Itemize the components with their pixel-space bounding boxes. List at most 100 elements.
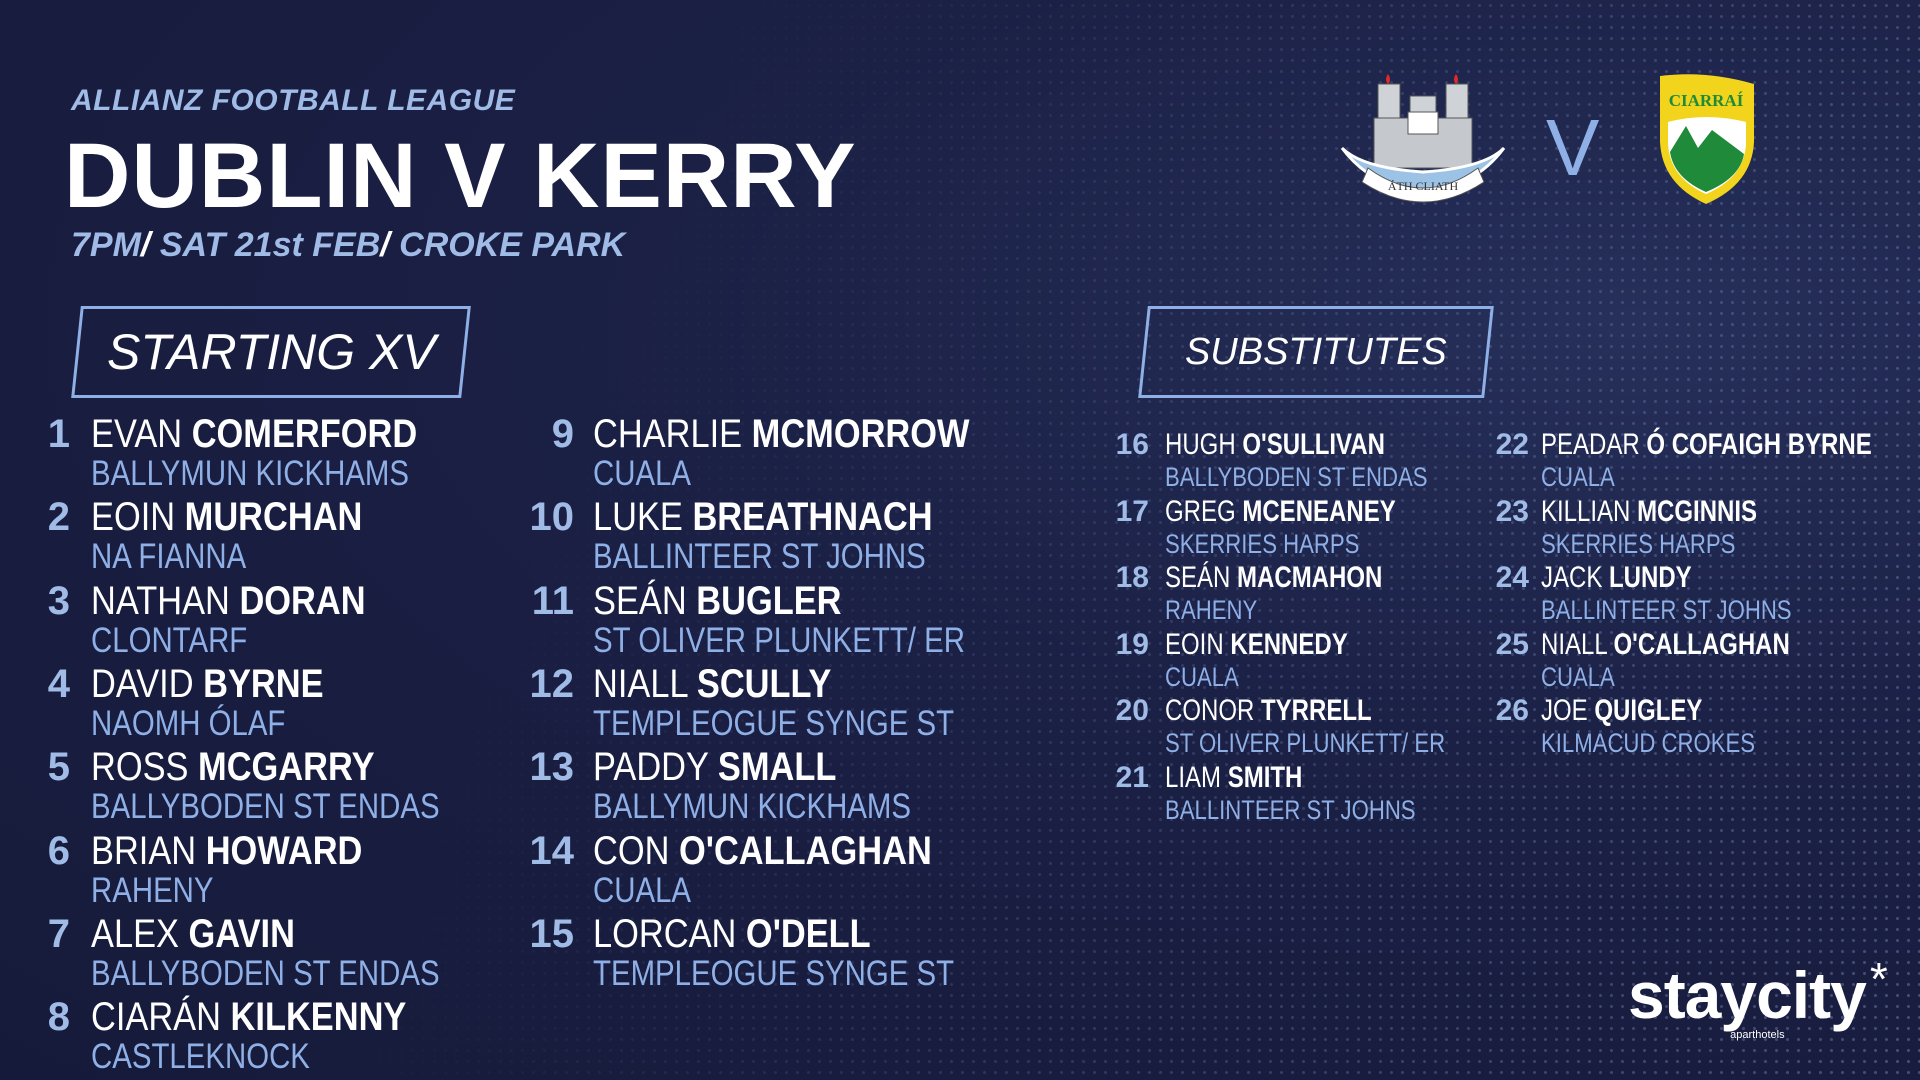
squad-number: 22 bbox=[1495, 428, 1529, 461]
club-name: CUALA bbox=[1541, 661, 1615, 692]
player-name: CON O'CALLAGHAN bbox=[593, 831, 932, 871]
squad-number: 2 bbox=[47, 495, 70, 540]
club-name: BALLYMUN KICKHAMS bbox=[91, 454, 410, 493]
squad-number: 11 bbox=[531, 578, 574, 623]
club-name: BALLINTEER ST JOHNS bbox=[593, 537, 926, 577]
player-name: LUKE BREATHNACH bbox=[593, 497, 933, 537]
squad-number: 8 bbox=[47, 995, 70, 1040]
first-name: SEÁN bbox=[1165, 561, 1231, 594]
substitutes-heading: SUBSTITUTES bbox=[1138, 306, 1494, 398]
club-name: BALLYBODEN ST ENDAS bbox=[1165, 462, 1428, 492]
surname: GAVIN bbox=[188, 911, 295, 956]
surname: BYRNE bbox=[203, 661, 324, 706]
club-name: BALLYMUN KICKHAMS bbox=[593, 787, 912, 827]
squad-number: 19 bbox=[1115, 627, 1149, 661]
surname: MCENEANEY bbox=[1242, 494, 1396, 528]
club-name: CASTLEKNOCK bbox=[91, 1037, 310, 1077]
club-name: BALLYBODEN ST ENDAS bbox=[91, 787, 440, 827]
sponsor-star-icon: * bbox=[1869, 953, 1888, 1005]
player-name: GREG MCENEANEY bbox=[1165, 494, 1396, 528]
surname: DORAN bbox=[239, 578, 366, 623]
squad-number: 20 bbox=[1115, 694, 1149, 727]
sponsor-tagline: aparthotels bbox=[1730, 1029, 1785, 1041]
squad-number: 1 bbox=[47, 412, 70, 456]
surname: KILKENNY bbox=[230, 995, 407, 1040]
first-name: EOIN bbox=[1165, 627, 1224, 661]
first-name: CON bbox=[593, 828, 670, 873]
first-name: CONOR bbox=[1165, 694, 1255, 727]
player-name: PADDY SMALL bbox=[593, 747, 836, 787]
squad-number: 4 bbox=[47, 661, 70, 706]
dublin-crest-logo: ÁTH CLIATH bbox=[1340, 74, 1506, 203]
club-name: BALLINTEER ST JOHNS bbox=[1541, 595, 1792, 625]
player-name: EOIN KENNEDY bbox=[1165, 627, 1348, 661]
player-name: ROSS MCGARRY bbox=[91, 747, 375, 787]
first-name: DAVID bbox=[91, 661, 194, 706]
player-name: JOE QUIGLEY bbox=[1541, 696, 1702, 726]
first-name: EOIN bbox=[91, 495, 176, 540]
player-name: SEÁN MACMAHON bbox=[1165, 563, 1382, 593]
first-name: ROSS bbox=[91, 745, 189, 790]
squad-number: 23 bbox=[1495, 494, 1529, 528]
player-name: JACK LUNDY bbox=[1541, 563, 1692, 593]
squad-number: 7 bbox=[47, 911, 70, 956]
match-time: 7PM bbox=[71, 226, 141, 264]
squad-number: 18 bbox=[1115, 561, 1149, 594]
player-name: ALEX GAVIN bbox=[91, 914, 295, 954]
first-name: JOE bbox=[1541, 694, 1588, 727]
player-name: KILLIAN MCGINNIS bbox=[1541, 494, 1757, 528]
squad-number: 14 bbox=[529, 828, 575, 873]
club-name: CUALA bbox=[1541, 462, 1615, 492]
first-name: NIALL bbox=[1541, 627, 1607, 661]
squad-number: 3 bbox=[47, 578, 70, 623]
surname: O'SULLIVAN bbox=[1242, 428, 1385, 461]
first-name: LIAM bbox=[1165, 760, 1222, 794]
squad-number: 25 bbox=[1495, 627, 1529, 661]
surname: O'CALLAGHAN bbox=[1613, 627, 1790, 661]
separator: / bbox=[380, 226, 390, 264]
svg-text:ÁTH CLIATH: ÁTH CLIATH bbox=[1388, 179, 1459, 193]
surname: LUNDY bbox=[1609, 561, 1692, 594]
first-name: ALEX bbox=[91, 911, 179, 956]
separator: / bbox=[140, 226, 151, 264]
player-name: EOIN MURCHAN bbox=[91, 497, 362, 537]
first-name: PADDY bbox=[593, 745, 709, 790]
surname: MCGARRY bbox=[198, 745, 375, 790]
match-venue: CROKE PARK bbox=[399, 226, 626, 264]
kerry-crest-logo: CIARRAÍ bbox=[1660, 74, 1754, 204]
club-name: RAHENY bbox=[91, 870, 214, 910]
squad-number: 10 bbox=[529, 495, 575, 540]
player-name: CHARLIE MCMORROW bbox=[593, 414, 970, 454]
player-name: LORCAN O'DELL bbox=[593, 914, 871, 954]
player-name: CIARÁN KILKENNY bbox=[91, 997, 406, 1037]
player-name: SEÁN BUGLER bbox=[593, 581, 841, 621]
surname: QUIGLEY bbox=[1594, 694, 1703, 727]
surname: KENNEDY bbox=[1230, 627, 1348, 661]
squad-number: 6 bbox=[47, 828, 70, 873]
club-name: TEMPLEOGUE SYNGE ST bbox=[593, 953, 955, 993]
sponsor-name: staycity bbox=[1628, 958, 1867, 1032]
surname: BUGLER bbox=[696, 578, 842, 623]
player-name: EVAN COMERFORD bbox=[91, 414, 417, 454]
squad-number: 16 bbox=[1115, 428, 1149, 461]
player-name: DAVID BYRNE bbox=[91, 664, 324, 704]
player-name: HUGH O'SULLIVAN bbox=[1165, 430, 1385, 460]
club-name: BALLINTEER ST JOHNS bbox=[1165, 794, 1416, 825]
first-name: SEÁN bbox=[593, 578, 687, 623]
versus-label: V bbox=[1546, 103, 1600, 192]
player-name: NATHAN DORAN bbox=[91, 581, 366, 621]
squad-number: 5 bbox=[47, 745, 70, 790]
club-name: SKERRIES HARPS bbox=[1541, 528, 1736, 559]
first-name: NIALL bbox=[593, 661, 688, 706]
surname: SCULLY bbox=[696, 661, 832, 706]
surname: HOWARD bbox=[205, 828, 363, 873]
player-name: BRIAN HOWARD bbox=[91, 831, 362, 871]
surname: SMITH bbox=[1227, 760, 1303, 794]
match-date: SAT 21st FEB bbox=[159, 226, 381, 264]
surname: MCMORROW bbox=[751, 412, 970, 456]
first-name: KILLIAN bbox=[1541, 494, 1631, 528]
first-name: LUKE bbox=[593, 495, 683, 540]
first-name: GREG bbox=[1165, 494, 1236, 528]
surname: MACMAHON bbox=[1237, 561, 1383, 594]
